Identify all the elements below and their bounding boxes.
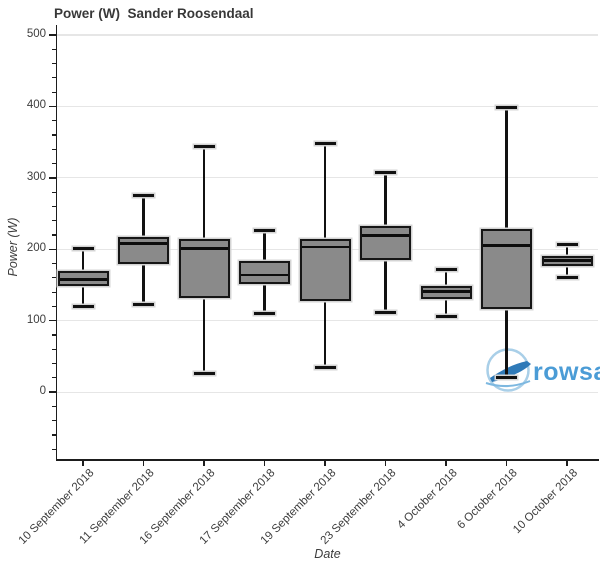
box-whisker-cap [556,276,578,280]
x-tick [263,460,266,466]
chart-title: Power (W) Sander Roosendaal [54,6,254,21]
box-whisker-cap [496,106,517,110]
y-minor-tick [52,448,56,450]
y-tick-label: 300 [26,170,46,183]
box-median-line [483,244,530,247]
box-rect[interactable] [239,261,290,284]
y-minor-tick [52,120,56,122]
y-minor-tick [52,48,56,50]
y-tick [49,177,56,179]
y-minor-tick [52,77,56,79]
y-tick-label: 500 [26,28,46,40]
y-minor-tick [52,348,56,350]
x-tick [445,460,447,466]
watermark-boat-icon [490,361,531,382]
box-whisker-cap [133,302,154,306]
box-rect[interactable] [118,237,169,264]
y-minor-tick [52,420,56,422]
box-whisker-cap [556,242,578,246]
y-minor-tick [52,134,56,136]
x-tick [142,460,145,466]
x-tick-label: 10 October 2018 [511,467,581,537]
box-whisker-cap [314,142,336,146]
y-minor-tick [52,277,56,279]
box-whisker-cap [193,372,215,376]
y-tick [49,391,56,393]
y-minor-tick [52,191,56,193]
y-minor-tick [52,362,56,365]
y-tick [49,34,56,36]
box-rect[interactable] [420,286,472,300]
x-tick [203,460,205,466]
box-whisker-cap [72,247,94,251]
y-minor-tick [52,162,56,165]
y-axis-line [55,25,58,460]
x-tick [505,460,508,466]
box-median-line [241,273,288,277]
y-tick-label: 100 [26,313,46,326]
box-whisker-cap [375,310,396,314]
box-median-line [59,278,107,281]
box-whisker-cap [193,144,215,148]
box-median-line [543,259,591,262]
gridline [57,320,598,322]
box-median-line [180,247,228,250]
y-minor-tick [52,305,56,308]
box-whisker-cap [314,365,336,369]
gridline [57,34,598,36]
box-median-line [120,242,167,245]
box-whisker-cap [435,267,457,271]
box-whisker-cap [133,193,154,197]
box-median-line [422,290,470,293]
y-tick [49,319,56,322]
box-whisker-cap [72,304,94,308]
gridline [57,391,598,393]
y-minor-tick [52,434,56,436]
y-minor-tick [52,91,56,93]
box-whisker-cap [375,170,396,174]
y-minor-tick [52,148,56,150]
y-minor-tick [52,262,56,265]
y-tick [49,105,56,108]
x-tick [82,460,84,466]
y-minor-tick [52,220,56,222]
watermark-water-icon [485,380,531,387]
rowsandall-watermark-logo: rowsan [485,348,600,392]
box-whisker-cap [496,375,517,379]
x-tick [324,460,326,466]
box-whisker-cap [254,228,275,232]
y-tick-label: 400 [26,99,46,112]
box-rect[interactable] [481,228,532,309]
x-tick-label: 4 October 2018 [394,467,460,532]
x-axis-line [55,459,599,461]
x-tick-label: 6 October 2018 [455,467,520,532]
y-minor-tick [52,205,56,208]
y-tick-label: 0 [39,385,46,398]
box-rect[interactable] [360,225,411,260]
y-minor-tick [52,291,56,293]
y-tick [49,248,56,251]
watermark-text: rowsan [533,358,600,386]
box-median-line [301,245,349,249]
y-minor-tick [52,334,56,336]
y-minor-tick [52,234,56,236]
box-rect[interactable] [299,238,351,302]
y-tick-label: 200 [26,242,46,255]
y-minor-tick [52,62,56,65]
x-axis-title: Date [314,547,341,561]
gridline [57,105,598,108]
x-tick [566,460,568,466]
watermark-ring-icon [486,348,530,392]
y-minor-tick [52,377,56,379]
y-minor-tick [52,405,56,408]
x-tick [384,460,387,466]
box-whisker-cap [254,312,275,316]
box-median-line [362,234,409,237]
gridline [57,177,598,179]
box-whisker-cap [435,314,457,318]
